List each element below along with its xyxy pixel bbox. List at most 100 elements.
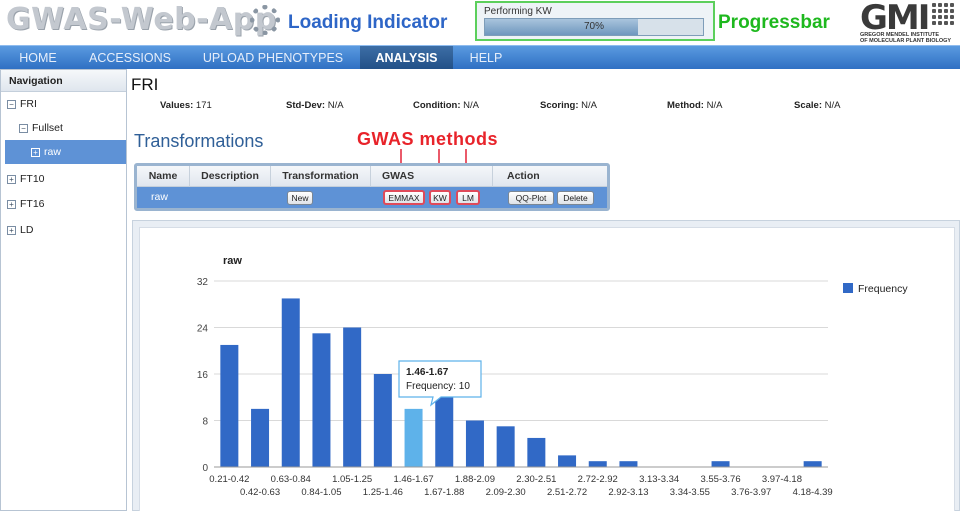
top-banner: GWAS-Web-App Loading Indicator Performin… bbox=[0, 0, 960, 45]
delete-button[interactable]: Delete bbox=[557, 191, 594, 205]
main-nav: HOME ACCESSIONS UPLOAD PHENOTYPES ANALYS… bbox=[0, 45, 960, 70]
y-tick-label: 24 bbox=[197, 324, 209, 335]
tree-item-fri[interactable]: − FRI bbox=[7, 92, 125, 116]
x-tick-label: 0.21-0.42 bbox=[209, 474, 249, 485]
phenotype-stats: Values: 171 Std-Dev: N/A Condition: N/A … bbox=[160, 100, 940, 114]
expand-icon[interactable]: + bbox=[31, 147, 40, 157]
histogram-bar bbox=[465, 420, 484, 467]
col-header-name: Name bbox=[137, 166, 190, 187]
app-title: GWAS-Web-App bbox=[6, 2, 277, 37]
tree-item-raw[interactable]: + raw bbox=[5, 140, 126, 164]
collapse-icon[interactable]: − bbox=[19, 123, 28, 133]
table-row[interactable]: raw New EMMAX KW LM QQ-Plot Delete bbox=[137, 187, 607, 208]
x-tick-label: 2.92-3.13 bbox=[608, 487, 648, 498]
x-tick-label: 4.18-4.39 bbox=[793, 487, 833, 498]
nav-accessions[interactable]: ACCESSIONS bbox=[89, 51, 171, 65]
x-tick-label: 1.88-2.09 bbox=[455, 474, 495, 485]
col-header-action: Action bbox=[507, 170, 540, 182]
histogram-bar bbox=[435, 397, 454, 467]
progress-bar: 70% bbox=[484, 18, 704, 36]
x-tick-label: 1.05-1.25 bbox=[332, 474, 372, 485]
nav-upload-phenotypes[interactable]: UPLOAD PHENOTYPES bbox=[202, 51, 344, 65]
expand-icon[interactable]: + bbox=[7, 225, 16, 235]
transformations-heading: Transformations bbox=[134, 131, 264, 151]
gwas-lm-button[interactable]: LM bbox=[456, 190, 480, 205]
stat-scale: Scale: N/A bbox=[794, 100, 841, 111]
x-tick-label: 3.55-3.76 bbox=[700, 474, 740, 485]
x-tick-label: 1.25-1.46 bbox=[363, 487, 403, 498]
progress-fill bbox=[485, 19, 638, 35]
histogram-bar bbox=[619, 461, 638, 467]
loading-spinner-icon bbox=[250, 5, 280, 35]
histogram-bar bbox=[220, 344, 239, 467]
x-tick-label: 2.09-2.30 bbox=[486, 487, 526, 498]
new-transformation-button[interactable]: New bbox=[287, 191, 313, 205]
col-header-transformation: Transformation bbox=[271, 166, 371, 187]
x-tick-label: 3.76-3.97 bbox=[731, 487, 771, 498]
gmi-grid-icon bbox=[932, 3, 954, 25]
stat-values: Values: 171 bbox=[160, 100, 212, 111]
sidebar-heading: Navigation bbox=[1, 70, 126, 92]
tree-item-ld[interactable]: + LD bbox=[7, 218, 125, 242]
legend-label: Frequency bbox=[858, 283, 908, 295]
gwas-methods-annotation: GWAS methods bbox=[357, 129, 499, 149]
histogram-bar bbox=[711, 461, 730, 467]
nav-home[interactable]: HOME bbox=[19, 51, 57, 65]
expand-icon[interactable]: + bbox=[7, 174, 16, 184]
histogram-bar bbox=[281, 298, 300, 467]
x-tick-label: 0.42-0.63 bbox=[240, 487, 280, 498]
x-tick-label: 1.67-1.88 bbox=[424, 487, 464, 498]
histogram-chart: raw 0 8 16 24 32 0.21-0.42 0.42-0.63 0.63-0.84 0.… bbox=[197, 255, 908, 498]
stat-condition: Condition: N/A bbox=[413, 100, 479, 111]
progress-panel: Performing KW 70% bbox=[475, 1, 715, 41]
tree-item-fullset[interactable]: − Fullset bbox=[19, 116, 125, 140]
histogram-bar bbox=[343, 327, 362, 467]
tooltip-value: Frequency: 10 bbox=[406, 381, 470, 392]
cell-name: raw bbox=[151, 191, 168, 203]
gwas-emmax-button[interactable]: EMMAX bbox=[383, 190, 425, 205]
stat-method: Method: N/A bbox=[667, 100, 723, 111]
x-tick-label: 0.63-0.84 bbox=[271, 474, 311, 485]
stat-stddev: Std-Dev: N/A bbox=[286, 100, 344, 111]
tooltip-box bbox=[398, 360, 482, 407]
chart-title: raw bbox=[223, 255, 242, 267]
phenotype-title: FRI bbox=[131, 75, 159, 94]
histogram-bar bbox=[527, 437, 546, 467]
main-content: FRI Values: 171 Std-Dev: N/A Condition: … bbox=[128, 69, 960, 511]
qq-plot-button[interactable]: QQ-Plot bbox=[508, 191, 554, 205]
x-tick-label: 3.34-3.55 bbox=[670, 487, 710, 498]
y-tick-label: 16 bbox=[197, 370, 209, 381]
progress-caption: Performing KW bbox=[484, 6, 552, 17]
tooltip-category: 1.46-1.67 bbox=[406, 367, 449, 378]
histogram-bar bbox=[312, 333, 331, 467]
loading-indicator-label: Loading Indicator bbox=[288, 12, 448, 33]
histogram-bar bbox=[251, 408, 270, 467]
gmi-logo-subtitle: GREGOR MENDEL INSTITUTE OF MOLECULAR PLA… bbox=[860, 32, 952, 44]
legend-swatch bbox=[843, 283, 853, 293]
nav-help[interactable]: HELP bbox=[469, 51, 503, 65]
progress-percent: 70% bbox=[583, 21, 604, 32]
gmi-logo: GMI GREGOR MENDEL INSTITUTE OF MOLECULAR… bbox=[858, 0, 958, 44]
histogram-bar bbox=[373, 374, 392, 467]
x-tick-label: 2.51-2.72 bbox=[547, 487, 587, 498]
tree-item-ft16[interactable]: + FT16 bbox=[7, 192, 125, 216]
transformations-table: Name Description Transformation GWAS Act… bbox=[134, 163, 610, 211]
y-tick-label: 8 bbox=[202, 417, 208, 428]
gmi-logo-letters: GMI bbox=[860, 0, 930, 38]
histogram-bar bbox=[404, 408, 423, 467]
cell-description bbox=[190, 187, 271, 208]
histogram-bar bbox=[803, 461, 822, 467]
histogram-bar bbox=[558, 455, 577, 467]
nav-analysis[interactable]: ANALYSIS bbox=[360, 46, 453, 70]
x-tick-label: 2.30-2.51 bbox=[516, 474, 556, 485]
x-tick-label: 3.97-4.18 bbox=[762, 474, 802, 485]
x-tick-label: 1.46-1.67 bbox=[393, 474, 433, 485]
tree-item-ft10[interactable]: + FT10 bbox=[7, 167, 125, 191]
y-tick-label: 32 bbox=[197, 277, 209, 288]
x-tick-label: 2.72-2.92 bbox=[578, 474, 618, 485]
gwas-kw-button[interactable]: KW bbox=[429, 190, 451, 205]
y-tick-label: 0 bbox=[202, 463, 208, 474]
collapse-icon[interactable]: − bbox=[7, 99, 16, 109]
expand-icon[interactable]: + bbox=[7, 199, 16, 209]
x-tick-label: 0.84-1.05 bbox=[301, 487, 341, 498]
